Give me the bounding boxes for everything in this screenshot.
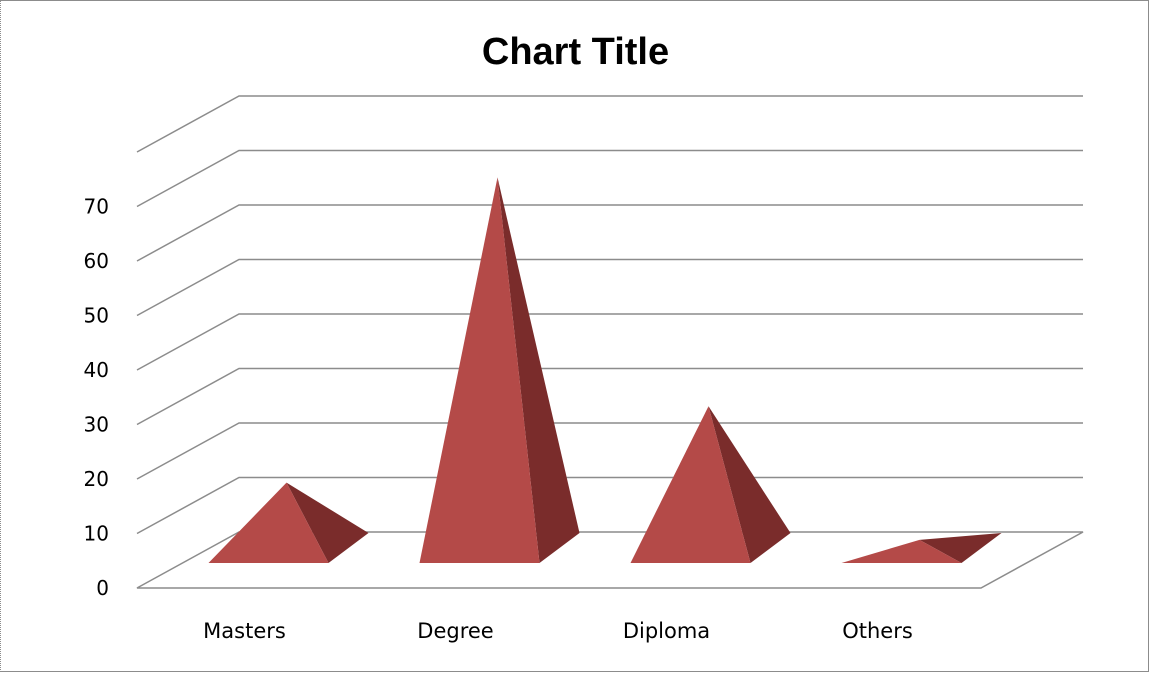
pyramid-bar (419, 177, 580, 563)
gridline (136, 204, 1083, 262)
chart-grid (136, 95, 1084, 589)
x-category-label: Degree (417, 619, 493, 643)
y-tick-label: 40 (84, 358, 109, 382)
chart-series (208, 177, 1002, 563)
gridline (136, 422, 1083, 480)
gridline (136, 367, 1083, 426)
gridline (136, 258, 1083, 317)
y-tick-label: 70 (84, 195, 109, 219)
pyramid-side-face (497, 177, 580, 563)
pyramid-side-face (919, 533, 1002, 563)
gridline (136, 149, 1083, 208)
y-tick-label: 20 (84, 467, 109, 491)
x-category-label: Diploma (623, 619, 710, 643)
pyramid-bar (208, 482, 369, 563)
chart-floor (136, 531, 1084, 589)
y-axis-ticks: 0 10 20 30 40 50 60 70 (84, 195, 109, 601)
pyramid-side-face (708, 406, 791, 563)
pyramid-bar (841, 533, 1002, 563)
chart-title: Chart Title (481, 31, 670, 73)
pyramid-side-face (286, 482, 369, 563)
pyramid-front-face (841, 539, 962, 563)
pyramid-front-face (208, 482, 329, 563)
pyramid-front-face (630, 406, 751, 563)
gridline (136, 476, 1083, 535)
y-tick-label: 0 (96, 576, 109, 600)
gridline (136, 313, 1083, 371)
x-category-label: Others (842, 619, 913, 643)
pyramid-bar (630, 406, 791, 563)
y-tick-label: 10 (84, 522, 109, 546)
pyramid-front-face (419, 177, 540, 563)
y-tick-label: 60 (84, 249, 109, 273)
y-tick-label: 30 (84, 413, 109, 437)
y-tick-label: 50 (84, 304, 109, 328)
gridline (136, 95, 1083, 153)
x-axis-categories: Masters Degree Diploma Others (203, 619, 913, 643)
x-category-label: Masters (203, 619, 286, 643)
